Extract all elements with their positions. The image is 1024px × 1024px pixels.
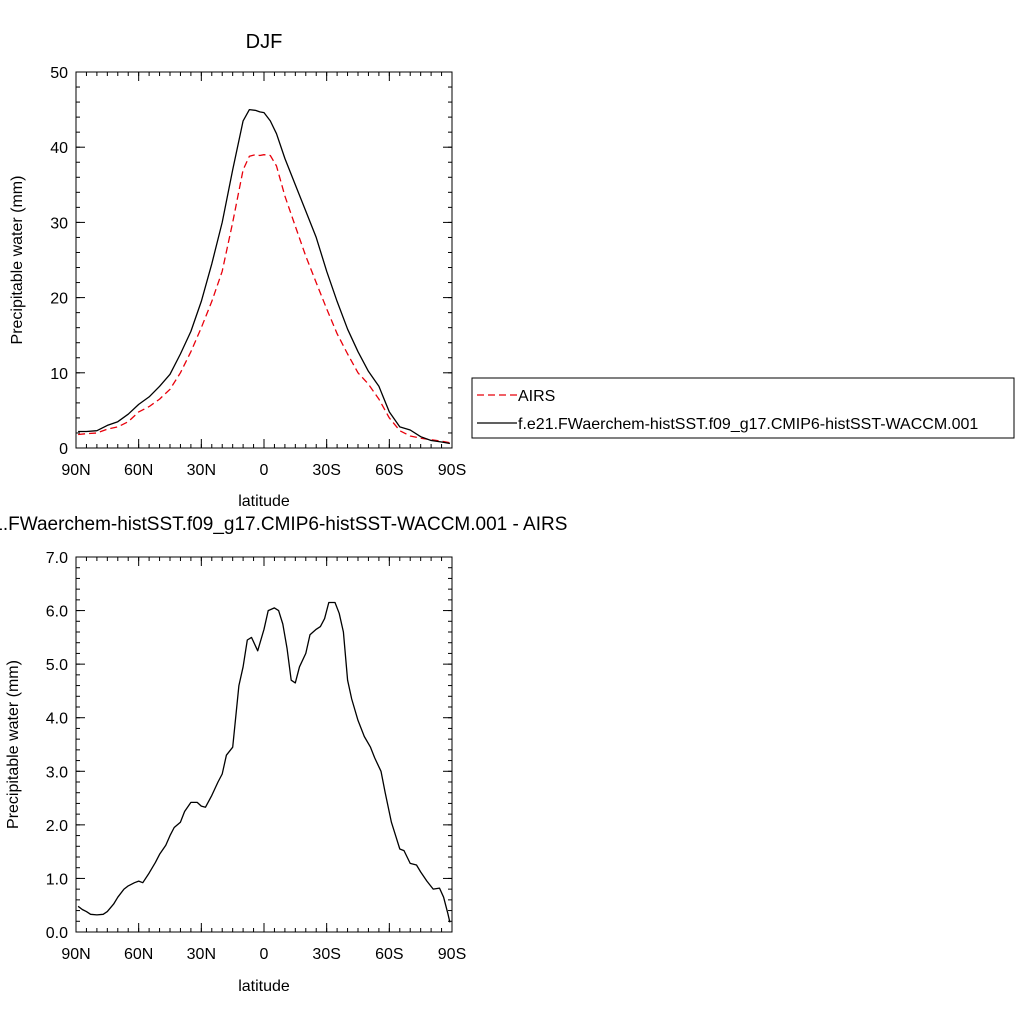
- y-tick-label: 6.0: [46, 604, 68, 621]
- y-tick-label: 10: [50, 366, 68, 383]
- chart-title: DJF: [246, 31, 283, 53]
- y-tick-label: 40: [50, 140, 68, 157]
- x-axis-label: latitude: [238, 493, 290, 510]
- plot-frame: [75, 556, 453, 933]
- x-tick-label: 60N: [124, 946, 153, 963]
- x-tick-label: 60S: [375, 462, 403, 479]
- x-tick-label: 90S: [438, 946, 466, 963]
- difference-chart: 90N 60N 30N 0 30S 60S 90S 0.0 1.0 2.0 3.0 4.0 5.0 6.0…: [0, 514, 567, 995]
- y-tick-label: 4.0: [46, 711, 68, 728]
- y-tick-label: 50: [50, 65, 68, 82]
- y-axis-label: Precipitable water (mm): [5, 660, 22, 829]
- x-tick-label: 0: [260, 946, 269, 963]
- series-line-0: [78, 154, 451, 444]
- y-tick-label: 5.0: [46, 657, 68, 674]
- x-tick-label: 30S: [312, 462, 340, 479]
- series-line-1: [78, 108, 451, 445]
- x-tick-label: 90N: [61, 946, 90, 963]
- x-tick-label: 60N: [124, 462, 153, 479]
- legend: AIRS f.e21.FWaerchem-histSST.f09_g17.CMIP…: [471, 377, 1015, 439]
- y-tick-label: 1.0: [46, 871, 68, 888]
- plot-frame: [75, 71, 453, 449]
- x-tick-label: 30S: [312, 946, 340, 963]
- x-tick-label: 90S: [438, 462, 466, 479]
- y-tick-label: 30: [50, 215, 68, 232]
- x-tick-label: 60S: [375, 946, 403, 963]
- legend-label-0: AIRS: [518, 388, 555, 405]
- series-line-0: [77, 601, 451, 923]
- x-tick-label: 30N: [187, 946, 216, 963]
- x-tick-label: 30N: [187, 462, 216, 479]
- x-axis-label: latitude: [238, 978, 290, 995]
- x-tick-label: 0: [260, 462, 269, 479]
- chart-title: f.e21.FWaerchem-histSST.f09_g17.CMIP6-hi…: [0, 514, 567, 535]
- y-tick-label: 3.0: [46, 764, 68, 781]
- legend-label-1: f.e21.FWaerchem-histSST.f09_g17.CMIP6-hi…: [518, 416, 978, 433]
- x-tick-label: 90N: [61, 462, 90, 479]
- djf-chart: 90N 60N 30N 0 30S 60S 90S 0 10 20 30 40 50 DJF latitud…: [9, 31, 1015, 510]
- y-tick-label: 7.0: [46, 550, 68, 567]
- y-tick-label: 2.0: [46, 818, 68, 835]
- y-axis-label: Precipitable water (mm): [9, 176, 26, 345]
- y-tick-label: 20: [50, 291, 68, 308]
- y-tick-label: 0: [59, 441, 68, 458]
- legend-box: [471, 377, 1015, 439]
- y-tick-label: 0.0: [46, 925, 68, 942]
